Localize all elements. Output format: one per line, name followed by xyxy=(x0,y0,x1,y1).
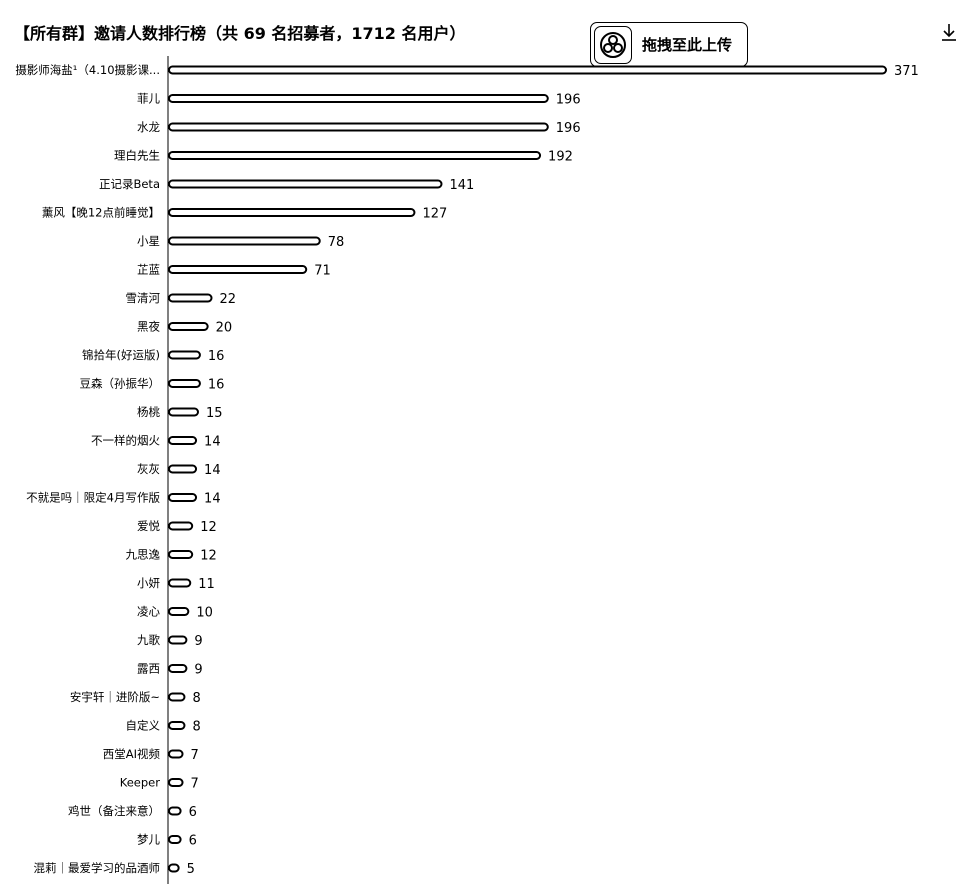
value-label: 71 xyxy=(314,264,331,279)
category-label: 安宇轩｜进阶版~ xyxy=(70,690,160,704)
value-label: 127 xyxy=(422,207,447,222)
category-label: 九歌 xyxy=(137,633,160,647)
category-label: 自定义 xyxy=(126,719,161,733)
value-label: 11 xyxy=(198,577,215,592)
bar[interactable] xyxy=(168,379,201,388)
value-label: 8 xyxy=(192,691,200,706)
category-label: 混莉｜最爱学习的品酒师 xyxy=(34,861,161,875)
value-label: 7 xyxy=(191,748,199,763)
value-label: 14 xyxy=(204,435,221,450)
bar[interactable] xyxy=(168,350,201,360)
category-label: 梦儿 xyxy=(137,833,160,847)
bar[interactable] xyxy=(168,806,182,816)
value-label: 8 xyxy=(192,720,200,735)
value-label: 9 xyxy=(194,634,202,649)
category-label: 凌心 xyxy=(137,605,160,619)
category-label: 水龙 xyxy=(137,120,160,134)
bar[interactable] xyxy=(168,464,198,474)
value-label: 14 xyxy=(204,492,221,507)
category-label: 小妍 xyxy=(137,576,160,590)
value-label: 141 xyxy=(449,178,474,193)
bar[interactable] xyxy=(168,835,182,844)
chart-title: 【所有群】邀请人数排行榜（共 69 名招募者，1712 名用户） xyxy=(14,24,466,43)
bar[interactable] xyxy=(168,122,549,132)
bar[interactable] xyxy=(168,293,213,303)
category-label: 芷蓝 xyxy=(137,263,160,277)
category-label: 不一样的烟火 xyxy=(91,434,160,448)
value-label: 20 xyxy=(216,321,233,336)
value-label: 14 xyxy=(204,463,221,478)
value-label: 15 xyxy=(206,406,223,421)
category-label: 九思逸 xyxy=(126,548,161,562)
value-label: 16 xyxy=(208,378,225,393)
value-label: 12 xyxy=(200,549,217,564)
value-label: 7 xyxy=(191,777,199,792)
value-label: 78 xyxy=(328,235,345,250)
bar[interactable] xyxy=(168,578,192,588)
bar[interactable] xyxy=(168,863,180,873)
bar[interactable] xyxy=(168,692,186,702)
bar[interactable] xyxy=(168,550,194,559)
value-label: 12 xyxy=(200,520,217,535)
value-label: 196 xyxy=(556,121,581,136)
category-label: 不就是吗｜限定4月写作版 xyxy=(26,491,160,505)
category-label: 理白先生 xyxy=(114,149,160,163)
value-label: 192 xyxy=(548,150,573,165)
bar[interactable] xyxy=(168,778,184,787)
bar[interactable] xyxy=(168,179,443,189)
category-label: 雪清河 xyxy=(126,291,161,305)
bar[interactable] xyxy=(168,664,188,673)
value-label: 16 xyxy=(208,349,225,364)
bar[interactable] xyxy=(168,635,188,645)
upload-dropzone-button[interactable]: 拖拽至此上传 xyxy=(590,22,748,67)
upload-label: 拖拽至此上传 xyxy=(642,36,733,54)
category-label: 正记录Beta xyxy=(99,177,160,191)
value-label: 9 xyxy=(194,663,202,678)
category-label: 薰风【晚12点前睡觉】 xyxy=(42,206,160,220)
bar[interactable] xyxy=(168,265,308,274)
value-label: 10 xyxy=(196,606,213,621)
value-label: 6 xyxy=(189,805,197,820)
value-label: 196 xyxy=(556,93,581,108)
bar[interactable] xyxy=(168,521,194,531)
bar[interactable] xyxy=(168,208,416,217)
category-label: 露西 xyxy=(137,662,160,676)
category-label: 黑夜 xyxy=(137,320,160,334)
bar[interactable] xyxy=(168,151,542,160)
value-label: 5 xyxy=(187,862,195,877)
value-label: 371 xyxy=(894,64,919,79)
category-label: Keeper xyxy=(120,776,160,790)
category-label: 菲儿 xyxy=(137,92,160,106)
bar[interactable] xyxy=(168,94,549,103)
bar[interactable] xyxy=(168,236,321,246)
bar[interactable] xyxy=(168,749,184,759)
cloud-upload-icon xyxy=(594,25,632,64)
bar[interactable] xyxy=(168,607,190,616)
value-label: 22 xyxy=(220,292,237,307)
category-label: 爱悦 xyxy=(137,519,160,533)
value-label: 6 xyxy=(189,834,197,849)
category-label: 西堂AI视频 xyxy=(103,747,161,761)
category-label: 小星 xyxy=(137,234,160,248)
bar[interactable] xyxy=(168,493,198,502)
category-label: 灰灰 xyxy=(137,462,160,476)
bar[interactable] xyxy=(168,65,887,75)
category-label: 豆森（孙振华） xyxy=(80,377,161,391)
download-icon[interactable] xyxy=(940,22,958,42)
bar[interactable] xyxy=(168,436,198,445)
bar[interactable] xyxy=(168,721,186,730)
category-label: 杨桃 xyxy=(137,405,160,419)
bar[interactable] xyxy=(168,407,199,417)
bar[interactable] xyxy=(168,322,209,331)
category-label: 摄影师海盐¹（4.10摄影课... xyxy=(15,63,160,77)
category-label: 锦拾年(好运版) xyxy=(82,348,160,362)
category-label: 鸡世（备注来意） xyxy=(68,804,160,818)
